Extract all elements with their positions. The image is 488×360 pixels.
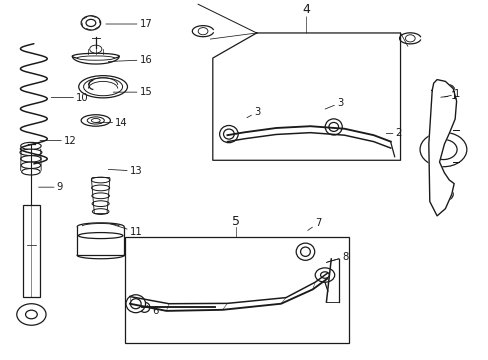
- Ellipse shape: [92, 193, 109, 199]
- Ellipse shape: [87, 117, 104, 124]
- Polygon shape: [428, 80, 456, 216]
- Ellipse shape: [79, 76, 127, 98]
- Bar: [125, 237, 348, 343]
- Text: 13: 13: [108, 166, 142, 176]
- Text: 9: 9: [39, 182, 63, 192]
- Text: 3: 3: [246, 107, 260, 118]
- Ellipse shape: [20, 149, 42, 156]
- Ellipse shape: [20, 156, 41, 162]
- Ellipse shape: [91, 177, 110, 183]
- Circle shape: [86, 19, 96, 27]
- Ellipse shape: [78, 233, 122, 239]
- Circle shape: [315, 268, 334, 282]
- Circle shape: [419, 132, 466, 167]
- Text: 5: 5: [232, 215, 240, 228]
- Text: 11: 11: [110, 224, 142, 237]
- Ellipse shape: [92, 201, 109, 207]
- Text: 6: 6: [146, 305, 158, 316]
- Ellipse shape: [296, 243, 314, 260]
- Ellipse shape: [89, 45, 102, 53]
- Ellipse shape: [328, 122, 338, 131]
- Ellipse shape: [130, 299, 141, 309]
- Ellipse shape: [434, 84, 453, 93]
- Ellipse shape: [223, 129, 234, 139]
- Text: 1: 1: [444, 89, 460, 99]
- Text: 2: 2: [386, 129, 401, 138]
- Text: 14: 14: [96, 118, 128, 128]
- Text: 3: 3: [325, 98, 343, 109]
- Bar: [22, 205, 40, 297]
- Ellipse shape: [72, 53, 119, 59]
- Ellipse shape: [139, 302, 150, 312]
- Ellipse shape: [20, 142, 41, 149]
- Text: 7: 7: [307, 218, 321, 230]
- Circle shape: [320, 272, 329, 278]
- Ellipse shape: [91, 118, 100, 122]
- Ellipse shape: [92, 209, 109, 215]
- Text: 17: 17: [106, 19, 152, 29]
- Circle shape: [81, 16, 101, 30]
- Ellipse shape: [325, 119, 342, 135]
- Circle shape: [405, 35, 414, 42]
- Circle shape: [198, 28, 207, 35]
- Ellipse shape: [81, 115, 110, 126]
- Text: 16: 16: [108, 55, 152, 65]
- Ellipse shape: [126, 295, 145, 313]
- Ellipse shape: [300, 247, 310, 256]
- Text: 15: 15: [113, 87, 152, 97]
- Text: 12: 12: [40, 136, 77, 145]
- Ellipse shape: [219, 126, 238, 143]
- Circle shape: [17, 304, 46, 325]
- Ellipse shape: [83, 78, 122, 96]
- Text: 10: 10: [51, 93, 89, 103]
- Circle shape: [429, 139, 456, 159]
- Circle shape: [25, 310, 37, 319]
- Ellipse shape: [21, 168, 40, 175]
- Ellipse shape: [21, 162, 41, 168]
- Text: 4: 4: [302, 3, 310, 16]
- Ellipse shape: [77, 56, 114, 60]
- Text: 8: 8: [327, 252, 347, 262]
- Ellipse shape: [91, 185, 109, 191]
- Text: 1: 1: [440, 91, 456, 101]
- Circle shape: [435, 188, 452, 201]
